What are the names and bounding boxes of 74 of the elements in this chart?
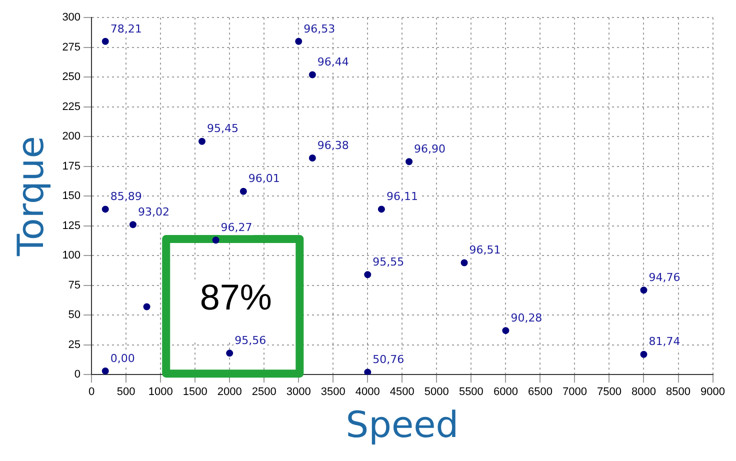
y-tick-label: 50: [68, 309, 81, 322]
point: [212, 236, 220, 244]
annotation: 96,11: [386, 190, 418, 204]
point: [198, 138, 206, 145]
x-tick-label: 4500: [390, 386, 414, 398]
annotation: 90,28: [510, 311, 542, 324]
point: [502, 327, 510, 334]
x-tick-label: 8500: [666, 386, 690, 398]
point: [129, 221, 136, 228]
y-tick-label: 75: [68, 279, 81, 292]
point: [102, 38, 109, 45]
x-tick-label: 2000: [217, 386, 242, 398]
annotation: 85,89: [110, 190, 142, 204]
y-tick-label: 150: [62, 190, 81, 202]
y-tick-label: 275: [62, 41, 81, 54]
x-tick-label: 1000: [148, 386, 173, 398]
annotation: 87%: [200, 276, 272, 318]
annotation: 96,53: [304, 22, 336, 36]
point: [308, 71, 316, 78]
y-tick-label: 175: [62, 160, 81, 172]
annotation: 95,45: [206, 122, 238, 136]
annotation: 96,44: [317, 56, 349, 69]
x-tick-label: 7500: [596, 386, 622, 398]
y-tick-label: 125: [62, 220, 81, 232]
point: [406, 158, 413, 166]
y-tick-label: 25: [68, 338, 81, 351]
annotation: 96,90: [414, 142, 446, 156]
x-tick-label: 500: [116, 386, 136, 398]
annotation: 93,02: [138, 206, 170, 219]
x-tick-label: 0: [88, 386, 95, 398]
x-tick-label: 6500: [528, 386, 552, 398]
x-tick-label: 5000: [424, 386, 449, 398]
point: [640, 350, 648, 358]
point: [364, 368, 372, 375]
point: [295, 38, 302, 45]
y-axis-title: Torque: [10, 136, 52, 258]
annotation: 0,00: [110, 352, 135, 365]
y-tick-label: 200: [62, 130, 81, 143]
annotation: 96,51: [469, 244, 501, 257]
x-axis-title: Speed: [346, 404, 459, 446]
annotation: 50,76: [372, 353, 404, 366]
point: [364, 271, 372, 278]
point: [460, 259, 468, 266]
annotation: 96,01: [248, 172, 280, 186]
y-tick-label: 300: [62, 12, 81, 24]
y-tick-label: 100: [62, 250, 81, 262]
annotation: 95,55: [372, 256, 404, 268]
annotation: 96,38: [317, 138, 349, 152]
y-tick-label: 225: [62, 100, 81, 113]
annotation: 95,56: [234, 334, 266, 348]
x-tick-label: 9000: [700, 386, 726, 398]
x-tick-label: 2500: [252, 386, 276, 398]
point: [102, 206, 109, 213]
annotation: 94,76: [648, 270, 680, 284]
point: [308, 154, 316, 162]
annotation: 96,27: [220, 220, 252, 234]
point: [143, 303, 150, 310]
y-tick-label: 250: [62, 71, 81, 84]
point: [378, 206, 385, 213]
point: [102, 368, 109, 375]
x-tick-label: 3500: [320, 386, 346, 398]
x-tick-label: 4000: [355, 386, 380, 398]
point: [640, 286, 648, 294]
point: [226, 350, 234, 357]
point: [240, 188, 247, 195]
x-tick-label: 7000: [562, 386, 587, 398]
x-tick-label: 6000: [493, 386, 518, 398]
x-tick-label: 5500: [458, 386, 484, 398]
x-tick-label: 8000: [632, 386, 656, 398]
annotation: 81,74: [648, 335, 680, 348]
y-tick-label: 0: [74, 368, 81, 381]
annotation: 78,21: [110, 22, 142, 36]
x-tick-label: 1500: [182, 386, 208, 398]
x-tick-label: 3000: [286, 386, 311, 398]
